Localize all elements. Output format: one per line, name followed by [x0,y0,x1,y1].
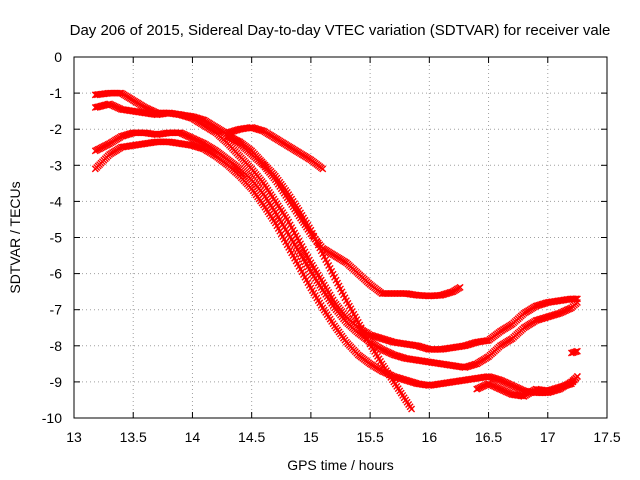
data-point [573,347,581,355]
y-tick-label: -8 [50,338,63,354]
chart-title: Day 206 of 2015, Sidereal Day-to-day VTE… [70,22,611,39]
y-tick-label: -2 [50,121,63,137]
series-arc-1 [91,89,464,300]
y-axis-title: SDTVAR / TECUs [7,181,23,293]
y-tick-label: 0 [54,49,62,65]
series-arc-4 [91,138,581,397]
x-tick-label: 14.5 [238,429,265,445]
data-point [456,283,464,291]
x-tick-label: 16 [422,429,438,445]
y-tick-label: -1 [50,85,63,101]
x-axis-title: GPS time / hours [287,457,394,473]
x-tick-label: 17 [540,429,556,445]
data-point [319,165,327,173]
series-arc-5 [224,123,327,173]
y-tick-label: -4 [50,193,63,209]
y-tick-label: -9 [50,374,63,390]
series-arc-6 [224,132,416,413]
x-tick-label: 13.5 [120,429,147,445]
data-point [573,372,581,380]
x-tick-label: 14 [185,429,201,445]
data-series [91,89,581,413]
y-tick-label: -10 [42,410,62,426]
y-tick-label: -6 [50,266,63,282]
y-tick-label: -3 [50,157,63,173]
grid [74,57,607,418]
y-tick-label: -5 [50,230,63,246]
axis-ticks: 13 13.5 14 14.5 15 15.5 16 16.5 17 17.5 0 -1 -2 -3 -4 -… [42,49,621,445]
series-arc-7 [473,372,581,400]
series-arc-2 [91,100,581,353]
x-tick-label: 15 [303,429,319,445]
x-tick-label: 17.5 [593,429,620,445]
x-tick-label: 13 [66,429,82,445]
series-arc-3 [91,129,581,371]
x-tick-label: 15.5 [356,429,383,445]
data-point [572,348,580,356]
data-point [408,405,416,413]
y-tick-label: -7 [50,302,63,318]
x-tick-label: 16.5 [475,429,502,445]
series-arc-8 [567,347,581,357]
data-point [573,298,581,306]
